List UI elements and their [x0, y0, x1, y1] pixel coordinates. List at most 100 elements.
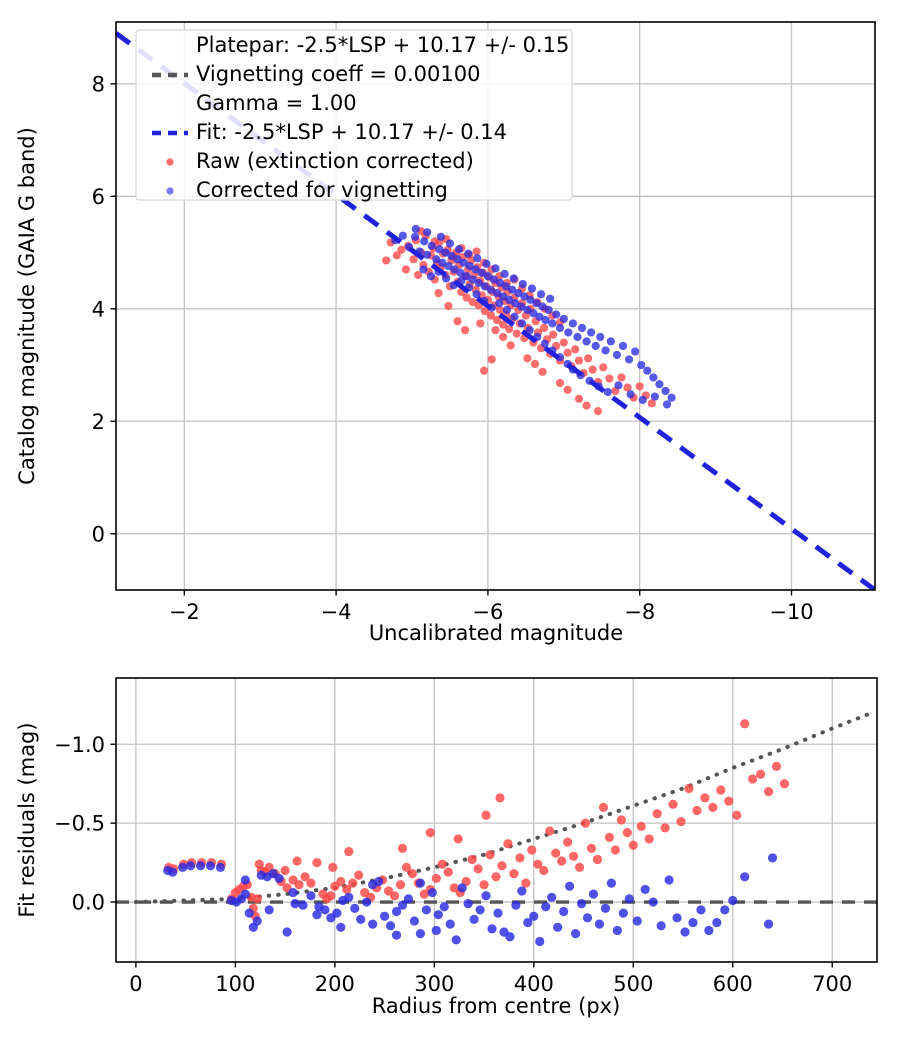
data-point — [461, 326, 470, 335]
data-point — [492, 315, 502, 325]
data-point — [495, 305, 505, 315]
data-point — [588, 889, 599, 899]
data-point — [535, 936, 545, 947]
data-point — [391, 930, 402, 940]
data-point — [395, 880, 406, 890]
data-point — [680, 927, 690, 937]
data-point — [505, 932, 515, 942]
data-point — [403, 894, 414, 904]
data-point — [462, 293, 471, 302]
data-point — [480, 366, 489, 375]
data-point — [368, 919, 378, 929]
top-tick-marks — [110, 83, 793, 596]
data-point — [763, 787, 774, 797]
data-point — [391, 906, 402, 917]
data-point — [598, 802, 609, 812]
data-point — [518, 279, 527, 289]
data-point — [720, 905, 730, 915]
bottom-tick-marks — [110, 743, 833, 968]
data-point — [312, 858, 322, 868]
data-point — [577, 323, 587, 333]
data-point — [336, 922, 346, 932]
data-point — [178, 862, 188, 872]
data-point — [423, 228, 432, 237]
data-point — [640, 884, 650, 895]
data-point — [684, 783, 694, 794]
data-point — [421, 905, 431, 915]
data-point — [344, 892, 354, 902]
data-point — [457, 883, 467, 893]
data-point — [447, 251, 456, 261]
bottom-x-tick-label: 200 — [315, 972, 355, 996]
data-point — [498, 320, 508, 329]
data-point — [485, 850, 495, 860]
data-point — [483, 272, 493, 281]
data-point — [604, 832, 615, 842]
bottom-x-tick-label: 400 — [514, 972, 554, 996]
data-point — [495, 793, 505, 803]
data-point — [312, 910, 322, 920]
data-point — [539, 865, 549, 876]
data-point — [594, 919, 605, 929]
data-point — [631, 347, 640, 356]
data-point — [520, 292, 529, 301]
data-point — [397, 843, 408, 854]
legend-label: Fit: -2.5*LSP + 10.17 +/- 0.14 — [196, 120, 507, 144]
data-point — [606, 337, 615, 346]
data-point — [481, 810, 491, 820]
data-point — [491, 264, 500, 273]
data-point — [617, 373, 626, 382]
data-point — [492, 288, 502, 298]
legend-label: Gamma = 1.00 — [196, 91, 357, 115]
legend-label: Platepar: -2.5*LSP + 10.17 +/- 0.15 — [196, 33, 569, 57]
data-point — [530, 359, 540, 369]
data-point — [434, 288, 443, 298]
data-point — [533, 859, 543, 869]
fit-residuals-panel: 0 100 200 300 400 500 600 700 0.0 −0.5 −1.0 Radius… — [15, 677, 878, 1018]
data-point — [529, 911, 539, 921]
data-point — [660, 823, 670, 833]
bottom-x-tick-label: 0 — [129, 972, 142, 996]
data-point — [593, 407, 603, 416]
data-point — [511, 900, 521, 910]
data-point — [479, 880, 489, 890]
data-point — [348, 878, 358, 888]
data-point — [489, 275, 499, 284]
data-point — [254, 859, 264, 869]
data-point — [282, 927, 292, 937]
data-point — [724, 796, 734, 806]
data-point — [427, 887, 437, 898]
data-point — [616, 815, 626, 825]
data-point — [468, 297, 477, 307]
data-point — [481, 891, 491, 901]
data-point — [432, 255, 441, 264]
data-point — [732, 810, 742, 820]
legend-label: Raw (extinction corrected) — [196, 149, 474, 173]
legend-label: Corrected for vignetting — [196, 178, 448, 202]
data-point — [688, 917, 698, 928]
data-point — [763, 919, 774, 929]
data-point — [628, 840, 638, 850]
data-point — [423, 250, 432, 259]
data-point — [540, 339, 549, 348]
data-point — [576, 899, 587, 909]
data-point — [728, 895, 738, 906]
data-point — [362, 897, 372, 907]
data-point — [538, 367, 547, 376]
data-point — [636, 821, 646, 831]
data-point — [548, 319, 557, 328]
data-point — [471, 265, 480, 274]
data-point — [336, 876, 346, 887]
data-point — [573, 332, 582, 342]
data-point — [215, 862, 226, 872]
data-point — [186, 861, 196, 871]
data-point — [568, 851, 579, 861]
data-point — [592, 854, 603, 865]
data-point — [541, 902, 551, 912]
data-point — [612, 350, 622, 360]
data-point — [252, 894, 262, 904]
data-point — [517, 886, 527, 896]
data-point — [294, 880, 304, 890]
